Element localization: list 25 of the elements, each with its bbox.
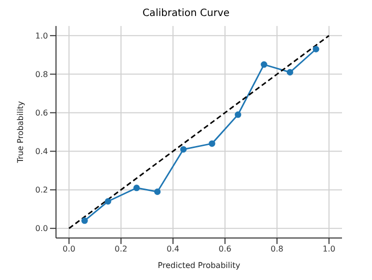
- point: [260, 61, 268, 68]
- chart-title: Calibration Curve: [141, 8, 231, 21]
- y-tick-label: 0.0: [35, 224, 48, 234]
- point: [286, 69, 294, 76]
- point: [81, 217, 88, 224]
- point: [104, 198, 112, 205]
- y-tick-label: 0.4: [35, 147, 48, 156]
- point: [208, 140, 216, 147]
- y-tick-label: 0.6: [35, 108, 48, 118]
- x-tick-label: 0.8: [270, 244, 284, 254]
- x-tick-label: 0.4: [166, 244, 180, 254]
- x-tick-label: 0.6: [218, 244, 232, 254]
- y-axis-title: True Probability: [16, 100, 25, 164]
- x-tick-label: 0.0: [62, 244, 76, 254]
- x-tick-label: 1.0: [322, 244, 336, 254]
- point: [180, 146, 187, 153]
- x-axis-title: Predicted Probability: [158, 261, 240, 270]
- x-tick-label: 0.2: [114, 244, 128, 254]
- y-tick-label: 0.2: [35, 186, 48, 195]
- point: [234, 111, 242, 118]
- y-tick-label: 0.8: [35, 70, 48, 80]
- point: [133, 184, 140, 192]
- y-tick-label: 1.0: [35, 31, 48, 40]
- point: [312, 46, 320, 52]
- point: [154, 188, 161, 195]
